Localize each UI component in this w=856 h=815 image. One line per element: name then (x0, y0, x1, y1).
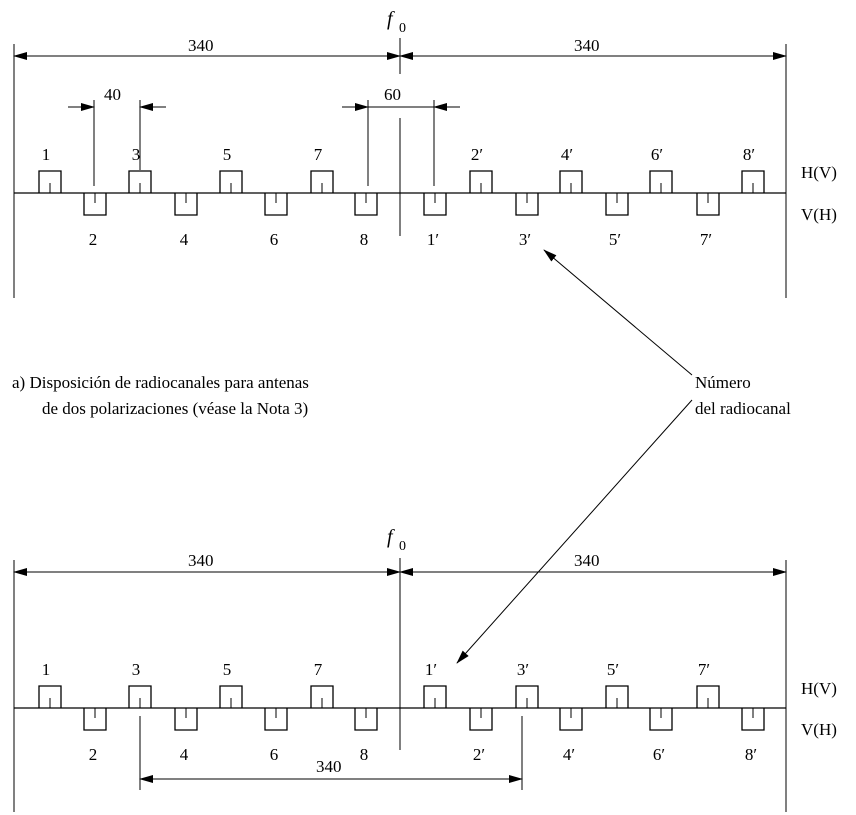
channel-label-b-down-4: 2′ (473, 745, 485, 764)
channel-label-b-down-7: 8′ (745, 745, 757, 764)
channel-label-a-up-2: 5 (223, 145, 232, 164)
f0-label-a: f (387, 8, 395, 30)
f0-label-b: f (387, 526, 395, 548)
channel-b-up-5-box (515, 685, 539, 708)
channel-label-a-down-6: 5′ (609, 230, 621, 249)
dim-right-a-label: 340 (574, 36, 600, 55)
channel-a-up-5-box (559, 170, 583, 193)
channel-b-down-4-box (469, 708, 493, 731)
channel-b-up-3-box (310, 685, 334, 708)
channel-a-down-3-box (354, 193, 378, 216)
channel-b-up-7-box (696, 685, 720, 708)
channel-a-down-0-box (83, 193, 107, 216)
callout-arrow-down (456, 399, 693, 664)
channel-label-a-down-7: 7′ (700, 230, 712, 249)
dim-left-a-label: 340 (188, 36, 214, 55)
channel-a-down-5-box (515, 193, 539, 216)
channel-b-up-0-box (38, 685, 62, 708)
channel-label-b-up-6: 5′ (607, 660, 619, 679)
channel-a-up-1-box (128, 170, 152, 193)
channel-label-b-up-5: 3′ (517, 660, 529, 679)
channel-a-down-4-box (423, 193, 447, 216)
channel-label-a-up-0: 1 (42, 145, 51, 164)
channel-b-up-2-box (219, 685, 243, 708)
channel-b-down-3-box (354, 708, 378, 731)
channel-label-b-down-5: 4′ (563, 745, 575, 764)
channel-label-a-up-4: 2′ (471, 145, 483, 164)
channel-label-a-down-3: 8 (360, 230, 369, 249)
channel-label-b-up-0: 1 (42, 660, 51, 679)
channel-label-a-up-1: 3 (132, 145, 141, 164)
channel-label-a-up-3: 7 (314, 145, 323, 164)
channel-label-a-down-1: 4 (180, 230, 189, 249)
channel-label-b-down-2: 6 (270, 745, 279, 764)
callout-line1: Número (695, 373, 751, 392)
channel-b-up-6-box (605, 685, 629, 708)
channel-label-b-down-1: 4 (180, 745, 189, 764)
channel-label-a-down-2: 6 (270, 230, 279, 249)
channel-b-down-1-box (174, 708, 198, 731)
channel-symbols-a: 1 3 5 7 2′ 4′ 6′ 8′ 2 4 6 8 1′ 3′ 5′ 7′ (38, 145, 765, 249)
channel-label-a-down-5: 3′ (519, 230, 531, 249)
channel-b-down-7-box (741, 708, 765, 731)
channel-label-b-down-3: 8 (360, 745, 369, 764)
channel-a-up-6-box (649, 170, 673, 193)
channel-b-up-1-box (128, 685, 152, 708)
dim-bottom-b-label: 340 (316, 757, 342, 776)
channel-a-up-0-box (38, 170, 62, 193)
channel-label-a-up-6: 6′ (651, 145, 663, 164)
channel-label-b-down-6: 6′ (653, 745, 665, 764)
diagram-b: f 0 340 340 H(V) V(H) 340 1 3 5 7 1′ 3′ 5′ 7′ 2 4… (13, 526, 837, 812)
pol-lower-a: V(H) (801, 205, 837, 224)
callout-arrow-up (543, 249, 693, 376)
callout-line2: del radiocanal (695, 399, 791, 418)
channel-b-down-6-box (649, 708, 673, 731)
channel-b-up-4-box (423, 685, 447, 708)
channel-a-up-2-box (219, 170, 243, 193)
channel-a-up-3-box (310, 170, 334, 193)
channel-b-down-0-box (83, 708, 107, 731)
dim-40-label: 40 (104, 85, 121, 104)
channel-label-b-up-3: 7 (314, 660, 323, 679)
caption-a-line1: a) Disposición de radiocanales para ante… (12, 373, 309, 392)
channel-a-down-1-box (174, 193, 198, 216)
channel-label-b-up-4: 1′ (425, 660, 437, 679)
channel-label-a-up-7: 8′ (743, 145, 755, 164)
channel-label-b-up-2: 5 (223, 660, 232, 679)
channel-symbols-b: 1 3 5 7 1′ 3′ 5′ 7′ 2 4 6 8 2′ 4′ 6′ 8′ (38, 660, 765, 764)
f0-subscript-b: 0 (399, 539, 406, 554)
channel-b-down-5-box (559, 708, 583, 731)
channel-label-b-up-1: 3 (132, 660, 141, 679)
channel-label-b-down-0: 2 (89, 745, 98, 764)
dim-60-label: 60 (384, 85, 401, 104)
dim-left-b-label: 340 (188, 551, 214, 570)
pol-upper-b: H(V) (801, 679, 837, 698)
channel-label-a-down-4: 1′ (427, 230, 439, 249)
caption-a-line2: de dos polarizaciones (véase la Nota 3) (42, 399, 308, 418)
channel-a-down-6-box (605, 193, 629, 216)
channel-label-a-up-5: 4′ (561, 145, 573, 164)
channel-a-up-4-box (469, 170, 493, 193)
diagram-a: f 0 340 340 40 60 H(V) V(H) 1 3 5 7 2′ 4′ 6′ 8′ (13, 8, 837, 298)
channel-a-down-2-box (264, 193, 288, 216)
pol-upper-a: H(V) (801, 163, 837, 182)
f0-subscript-a: 0 (399, 21, 406, 36)
channel-b-down-2-box (264, 708, 288, 731)
channel-label-a-down-0: 2 (89, 230, 98, 249)
channel-label-b-up-7: 7′ (698, 660, 710, 679)
channel-a-up-7-box (741, 170, 765, 193)
channel-a-down-7-box (696, 193, 720, 216)
dim-right-b-label: 340 (574, 551, 600, 570)
pol-lower-b: V(H) (801, 720, 837, 739)
